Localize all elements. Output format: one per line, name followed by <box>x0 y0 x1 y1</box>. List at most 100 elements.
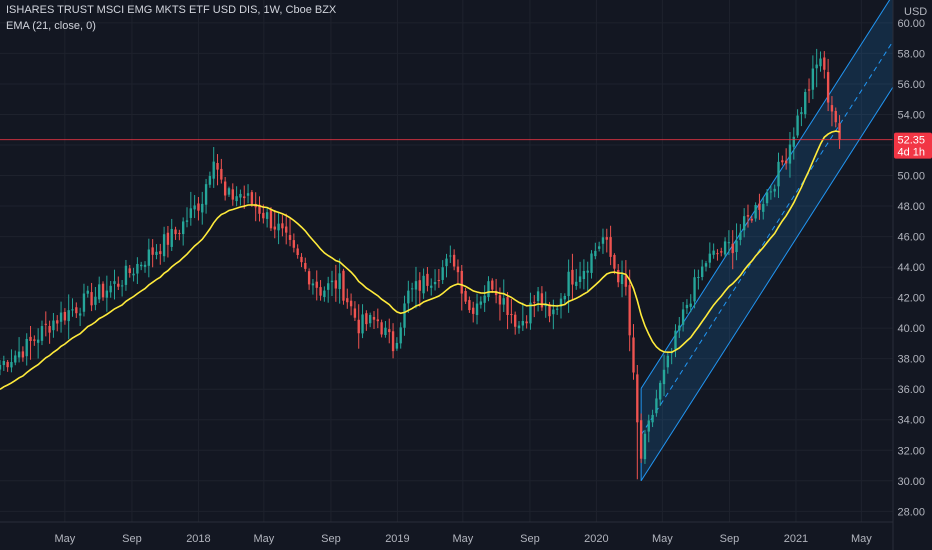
candle-body <box>82 293 86 312</box>
time-tick-label: Sep <box>321 533 341 545</box>
candle-body <box>143 264 147 267</box>
candle-body <box>159 251 162 255</box>
candle-body <box>647 420 650 432</box>
candle-body <box>674 330 677 350</box>
candle-body <box>258 204 261 214</box>
candle-body <box>452 254 456 267</box>
candle-body <box>25 338 28 357</box>
candle-body <box>155 251 158 255</box>
candle-body <box>75 307 78 314</box>
candle-body <box>494 290 498 296</box>
chart-title[interactable]: ISHARES TRUST MSCI EMG MKTS ETF USD DIS,… <box>6 4 337 16</box>
price-tick-label: 60.00 <box>897 18 925 30</box>
grid-lines <box>0 0 893 522</box>
candle-body <box>128 268 131 273</box>
candle-body <box>784 160 788 164</box>
indicator-legend[interactable]: EMA (21, close, 0) <box>6 20 96 32</box>
candle-body <box>555 308 559 310</box>
candle-body <box>472 307 475 314</box>
candle-body <box>498 295 502 305</box>
candle-body <box>464 291 467 302</box>
candle-body <box>391 331 395 352</box>
candle-body <box>288 235 292 240</box>
candle-body <box>162 234 166 257</box>
candle-body <box>403 303 406 328</box>
price-tick-label: 54.00 <box>897 109 925 121</box>
candle-body <box>437 280 441 282</box>
candle-body <box>418 280 421 291</box>
candle-body <box>720 251 723 253</box>
candle-body <box>124 265 128 285</box>
candle-body <box>575 281 578 286</box>
candle-body <box>208 176 212 185</box>
candle-body <box>132 273 135 276</box>
candle-body <box>151 247 154 255</box>
candle-body <box>227 188 231 195</box>
candle-body <box>571 269 574 285</box>
currency-label[interactable]: USD <box>904 6 927 18</box>
candle-body <box>346 298 349 303</box>
candle-body <box>636 374 639 423</box>
candle-body <box>487 281 490 297</box>
candle-body <box>197 203 200 211</box>
time-axis[interactable]: May Sep 2018 May Sep 2019 May Sep 2020 May Sep 2021… <box>0 521 893 545</box>
candle-body <box>349 300 353 307</box>
candle-body <box>502 298 505 305</box>
candle-body <box>594 250 597 257</box>
price-tick-label: 28.00 <box>897 506 925 518</box>
candle-body <box>98 284 101 300</box>
candle-body <box>357 319 360 334</box>
candle-body <box>777 161 780 187</box>
candle-body <box>628 285 631 336</box>
time-tick-label: 2021 <box>784 533 808 545</box>
candle-body <box>529 302 532 324</box>
candle-body <box>582 270 586 280</box>
price-tick-label: 58.00 <box>897 48 925 60</box>
candle-body <box>536 291 540 302</box>
candle-body <box>315 281 318 288</box>
candle-body <box>52 320 55 331</box>
price-tick-label: 56.00 <box>897 79 925 91</box>
candle-body <box>63 311 67 321</box>
candle-body <box>14 355 17 363</box>
candle-body <box>6 361 9 368</box>
candle-body <box>693 277 696 302</box>
candle-body <box>468 300 471 311</box>
candle-body <box>563 295 566 300</box>
candle-body <box>826 72 830 103</box>
candle-body <box>376 319 379 322</box>
time-tick-label: May <box>253 533 274 545</box>
candle-body <box>304 262 307 269</box>
candle-body <box>246 193 250 196</box>
candle-body <box>10 362 13 368</box>
candle-body <box>815 64 818 69</box>
candle-body <box>681 309 685 325</box>
candle-body <box>754 204 757 219</box>
time-tick-label: 2019 <box>385 533 409 545</box>
candle-body <box>147 249 151 266</box>
candle-body <box>285 226 288 233</box>
candle-body <box>533 301 536 303</box>
candle-body <box>685 304 689 309</box>
candle-body <box>605 237 608 240</box>
candle-body <box>29 336 32 341</box>
candle-body <box>140 264 143 267</box>
candle-body <box>170 228 173 247</box>
candle-body <box>361 314 364 334</box>
candle-body <box>334 280 338 289</box>
candle-body <box>33 339 36 341</box>
candle-body <box>727 242 731 244</box>
price-tick-label: 30.00 <box>897 476 925 488</box>
candle-body <box>643 433 647 460</box>
bar-countdown: 4d 1h <box>897 147 925 159</box>
candle-body <box>601 237 605 244</box>
time-tick-label: Sep <box>520 533 540 545</box>
candle-body <box>449 255 452 257</box>
candle-body <box>292 240 296 248</box>
candle-body <box>181 221 185 235</box>
candle-body <box>678 325 681 331</box>
candle-body <box>0 364 2 370</box>
candle-body <box>178 232 181 234</box>
candle-body <box>552 309 555 315</box>
